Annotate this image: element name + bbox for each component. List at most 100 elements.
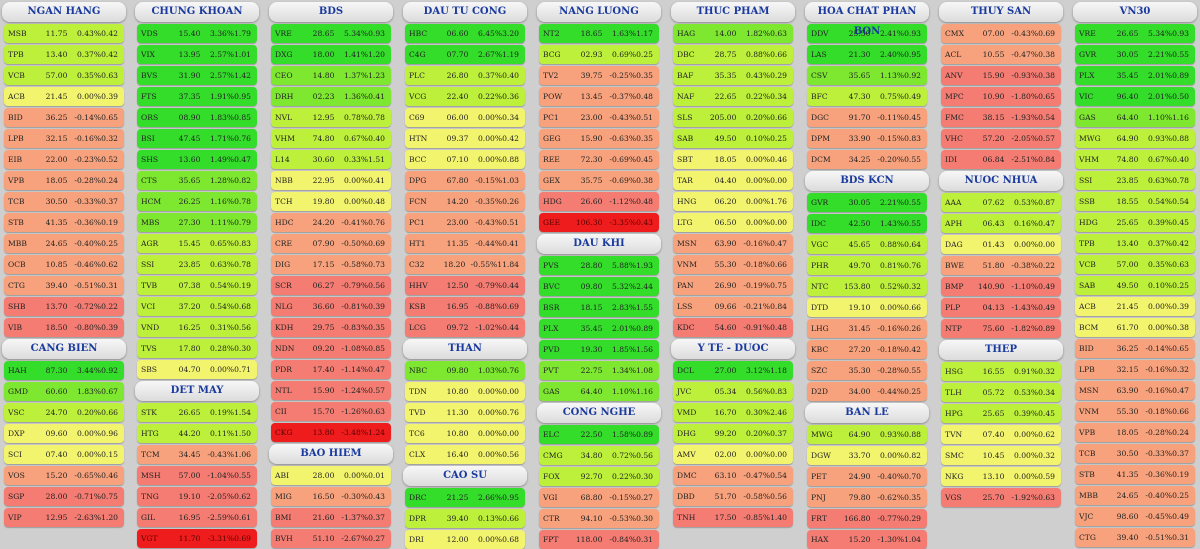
stock-row[interactable]: VOS 15.20 -0.65% 0.46 (4, 466, 124, 485)
stock-row[interactable]: PVT 22.75 1.34% 1.08 (539, 361, 659, 380)
stock-row[interactable]: C4G 07.70 2.67% 1.19 (405, 45, 525, 64)
stock-row[interactable]: DXP 09.60 0.00% 0.96 (4, 424, 124, 443)
stock-row[interactable]: HHV 12.50 -0.79% 0.44 (405, 276, 525, 295)
stock-row[interactable]: BCC 07.10 0.00% 0.88 (405, 150, 525, 169)
stock-row[interactable]: DBC 28.75 0.88% 0.66 (673, 45, 793, 64)
stock-row[interactable]: LPB 32.15 -0.16% 0.32 (1075, 360, 1195, 379)
stock-row[interactable]: BID 36.25 -0.14% 0.65 (1075, 339, 1195, 358)
stock-row[interactable]: BSI 47.45 1.71% 0.76 (137, 129, 257, 148)
stock-row[interactable]: PLX 35.45 2.01% 0.89 (1075, 66, 1195, 85)
stock-row[interactable]: VIP 12.95 -2.63% 1.20 (4, 508, 124, 527)
stock-row[interactable]: STB 41.35 -0.36% 0.19 (1075, 465, 1195, 484)
sector-header[interactable]: BDS (269, 2, 393, 22)
stock-row[interactable]: NTP 75.60 -1.82% 0.89 (941, 319, 1061, 338)
stock-row[interactable]: MSN 63.90 -0.16% 0.47 (1075, 381, 1195, 400)
stock-row[interactable]: FOX 92.70 0.22% 0.30 (539, 467, 659, 486)
sector-header[interactable]: CONG NGHE (537, 403, 661, 423)
stock-row[interactable]: SHS 13.60 1.49% 0.47 (137, 150, 257, 169)
stock-row[interactable]: BVC 09.80 5.32% 2.44 (539, 277, 659, 296)
stock-row[interactable]: OCB 10.85 -0.46% 0.62 (4, 255, 124, 274)
stock-row[interactable]: DMC 63.10 -0.47% 0.54 (673, 466, 793, 485)
stock-row[interactable]: CMX 07.00 -0.43% 0.69 (941, 24, 1061, 43)
stock-row[interactable]: NKG 13.10 0.00% 0.59 (941, 467, 1061, 486)
sector-header[interactable]: CHUNG KHOAN (135, 2, 259, 22)
stock-row[interactable]: BMP 140.90 -1.10% 0.49 (941, 277, 1061, 296)
stock-row[interactable]: SAB 49.50 0.10% 0.25 (673, 129, 793, 148)
stock-row[interactable]: HPG 25.65 0.39% 0.45 (941, 404, 1061, 423)
stock-row[interactable]: REE 72.30 -0.69% 0.45 (539, 150, 659, 169)
stock-row[interactable]: BVH 51.10 -2.67% 0.27 (271, 529, 391, 548)
stock-row[interactable]: PC1 23.00 -0.43% 0.51 (405, 213, 525, 232)
stock-row[interactable]: SCI 07.40 0.00% 0.15 (4, 445, 124, 464)
stock-row[interactable]: HAG 14.00 1.82% 0.63 (673, 24, 793, 43)
stock-row[interactable]: VGC 45.65 0.88% 0.64 (807, 235, 927, 254)
stock-row[interactable]: VSC 24.70 0.20% 0.66 (4, 403, 124, 422)
stock-row[interactable]: PVD 19.30 1.85% 1.56 (539, 340, 659, 359)
stock-row[interactable]: CMG 34.80 0.72% 0.56 (539, 446, 659, 465)
stock-row[interactable]: LCG 09.72 -1.02% 0.44 (405, 318, 525, 337)
stock-row[interactable]: VIC 96.40 2.01% 0.50 (1075, 87, 1195, 106)
stock-row[interactable]: IDC 42.50 1.43% 0.55 (807, 214, 927, 233)
stock-row[interactable]: VRE 28.65 5.34% 0.93 (271, 24, 391, 43)
stock-row[interactable]: VCB 57.00 0.35% 0.63 (4, 66, 124, 85)
stock-row[interactable]: GMD 60.60 1.83% 0.67 (4, 382, 124, 401)
stock-row[interactable]: HT1 11.35 -0.44% 0.41 (405, 234, 525, 253)
stock-row[interactable]: GAS 64.40 1.10% 1.16 (539, 382, 659, 401)
stock-row[interactable]: GIL 16.95 -2.59% 0.61 (137, 508, 257, 527)
stock-row[interactable]: MBB 24.65 -0.40% 0.25 (1075, 486, 1195, 505)
stock-row[interactable]: PLC 26.80 0.37% 0.40 (405, 66, 525, 85)
stock-row[interactable]: VIB 18.50 -0.80% 0.39 (4, 318, 124, 337)
stock-row[interactable]: FPT 118.00 -0.84% 0.31 (539, 530, 659, 549)
stock-row[interactable]: FCN 14.20 -0.35% 0.26 (405, 192, 525, 211)
stock-row[interactable]: ACB 21.45 0.00% 0.39 (4, 87, 124, 106)
stock-row[interactable]: HDG 25.65 0.39% 0.45 (1075, 213, 1195, 232)
stock-row[interactable]: KBC 27.20 -0.18% 0.42 (807, 340, 927, 359)
stock-row[interactable]: CSV 35.65 1.13% 0.92 (807, 66, 927, 85)
stock-row[interactable]: DIG 17.15 -0.58% 0.73 (271, 255, 391, 274)
stock-row[interactable]: PC1 23.00 -0.43% 0.51 (539, 108, 659, 127)
stock-row[interactable]: VHM 74.80 0.67% 0.40 (1075, 150, 1195, 169)
sector-header[interactable]: Y TE - DUOC (671, 339, 795, 359)
stock-row[interactable]: TDN 10.80 0.00% 0.00 (405, 382, 525, 401)
stock-row[interactable]: TVB 07.38 0.54% 0.19 (137, 276, 257, 295)
stock-row[interactable]: CRE 07.90 -0.50% 0.69 (271, 234, 391, 253)
stock-row[interactable]: VGT 11.70 -3.31% 0.69 (137, 529, 257, 548)
stock-row[interactable]: SBS 04.70 0.00% 0.71 (137, 360, 257, 379)
stock-row[interactable]: ANV 15.90 -0.93% 0.38 (941, 66, 1061, 85)
stock-row[interactable]: VPB 18.05 -0.28% 0.24 (4, 171, 124, 190)
stock-row[interactable]: DRC 21.25 2.66% 0.95 (405, 488, 525, 507)
stock-row[interactable]: TPB 13.40 0.37% 0.42 (1075, 234, 1195, 253)
stock-row[interactable]: MSN 63.90 -0.16% 0.47 (673, 234, 793, 253)
stock-row[interactable]: TC6 10.80 0.00% 0.00 (405, 424, 525, 443)
stock-row[interactable]: D2D 34.00 -0.44% 0.25 (807, 382, 927, 401)
stock-row[interactable]: POW 13.45 -0.37% 0.48 (539, 87, 659, 106)
stock-row[interactable]: MSH 57.00 -1.04% 0.55 (137, 466, 257, 485)
stock-row[interactable]: HSG 16.55 0.91% 0.32 (941, 362, 1061, 381)
stock-row[interactable]: SSB 18.55 0.54% 0.54 (1075, 192, 1195, 211)
stock-row[interactable]: MBS 27.30 1.11% 0.79 (137, 213, 257, 232)
sector-header[interactable]: DAU TU CONG (403, 2, 527, 22)
stock-row[interactable]: GEE 106.30 -3.35% 0.43 (539, 213, 659, 232)
stock-row[interactable]: VRE 26.65 5.34% 0.93 (1075, 24, 1195, 43)
stock-row[interactable]: HTG 44.20 0.11% 1.50 (137, 424, 257, 443)
stock-row[interactable]: CKG 13.80 -3.48% 1.24 (271, 423, 391, 442)
sector-header[interactable]: DAU KHI (537, 234, 661, 254)
stock-row[interactable]: ACB 21.45 0.00% 0.39 (1075, 297, 1195, 316)
stock-row[interactable]: TCB 30.50 -0.33% 0.37 (1075, 444, 1195, 463)
stock-row[interactable]: DPG 67.80 -0.15% 1.03 (405, 171, 525, 190)
stock-row[interactable]: VNM 55.30 -0.18% 0.66 (1075, 402, 1195, 421)
stock-row[interactable]: SSI 23.85 0.63% 0.78 (137, 255, 257, 274)
stock-row[interactable]: HAX 15.20 -1.30% 1.04 (807, 530, 927, 549)
stock-row[interactable]: CEO 14.80 1.37% 1.23 (271, 66, 391, 85)
stock-row[interactable]: SAB 49.50 0.10% 0.25 (1075, 276, 1195, 295)
stock-row[interactable]: STB 41.35 -0.36% 0.19 (4, 213, 124, 232)
stock-row[interactable]: DDV 25.50 2.41% 0.93 (807, 24, 927, 43)
stock-row[interactable]: PET 24.90 -0.40% 0.70 (807, 467, 927, 486)
stock-row[interactable]: SHB 13.70 -0.72% 0.22 (4, 297, 124, 316)
stock-row[interactable]: SSI 23.85 0.63% 0.78 (1075, 171, 1195, 190)
stock-row[interactable]: CII 15.70 -1.26% 0.63 (271, 402, 391, 421)
stock-row[interactable]: SZC 35.30 -0.28% 0.55 (807, 361, 927, 380)
stock-row[interactable]: CTG 39.40 -0.51% 0.31 (4, 276, 124, 295)
stock-row[interactable]: HCM 26.25 1.16% 0.78 (137, 192, 257, 211)
stock-row[interactable]: MSB 11.75 0.43% 0.42 (4, 24, 124, 43)
